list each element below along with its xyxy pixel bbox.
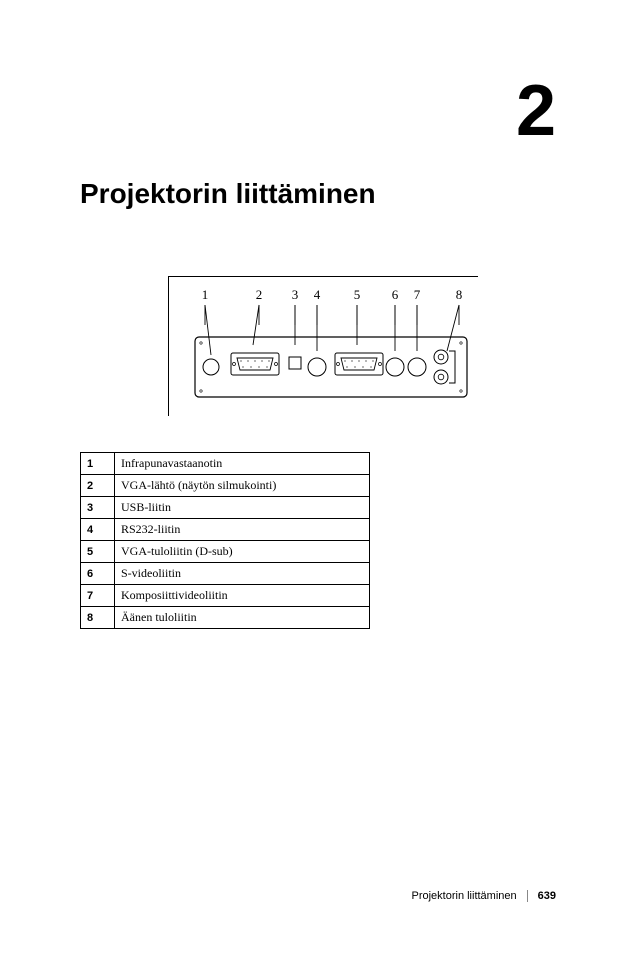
footer-page-number: 639 xyxy=(538,890,556,902)
legend-number: 6 xyxy=(81,563,115,585)
legend-text: Komposiittivideoliitin xyxy=(115,585,370,607)
legend-text: S-videoliitin xyxy=(115,563,370,585)
svg-text:8: 8 xyxy=(456,287,463,302)
legend-text: Äänen tuloliitin xyxy=(115,607,370,629)
legend-number: 1 xyxy=(81,453,115,475)
legend-text: VGA-lähtö (näytön silmukointi) xyxy=(115,475,370,497)
svg-text:6: 6 xyxy=(392,287,399,302)
footer-divider xyxy=(527,890,528,902)
table-row: 2VGA-lähtö (näytön silmukointi) xyxy=(81,475,370,497)
table-row: 4RS232-liitin xyxy=(81,519,370,541)
svg-text:7: 7 xyxy=(414,287,421,302)
legend-number: 7 xyxy=(81,585,115,607)
legend-number: 5 xyxy=(81,541,115,563)
footer-section: Projektorin liittäminen xyxy=(411,890,516,902)
connector-diagram: 1 2 34 5 67 8 xyxy=(168,276,478,416)
table-row: 3USB-liitin xyxy=(81,497,370,519)
legend-number: 8 xyxy=(81,607,115,629)
table-row: 5VGA-tuloliitin (D-sub) xyxy=(81,541,370,563)
legend-number: 2 xyxy=(81,475,115,497)
connector-panel-svg: 1 2 34 5 67 8 xyxy=(177,285,477,413)
page-title: Projektorin liittäminen xyxy=(80,178,376,210)
legend-text: USB-liitin xyxy=(115,497,370,519)
chapter-number: 2 xyxy=(516,70,554,152)
svg-text:5: 5 xyxy=(354,287,361,302)
table-row: 1Infrapunavastaanotin xyxy=(81,453,370,475)
svg-text:4: 4 xyxy=(314,287,321,302)
svg-text:3: 3 xyxy=(292,287,299,302)
table-row: 7Komposiittivideoliitin xyxy=(81,585,370,607)
page-footer: Projektorin liittäminen 639 xyxy=(411,890,556,902)
legend-text: Infrapunavastaanotin xyxy=(115,453,370,475)
legend-table: 1Infrapunavastaanotin2VGA-lähtö (näytön … xyxy=(80,452,370,629)
legend-number: 4 xyxy=(81,519,115,541)
legend-text: VGA-tuloliitin (D-sub) xyxy=(115,541,370,563)
table-row: 6S-videoliitin xyxy=(81,563,370,585)
legend-text: RS232-liitin xyxy=(115,519,370,541)
svg-text:2: 2 xyxy=(256,287,263,302)
table-row: 8Äänen tuloliitin xyxy=(81,607,370,629)
svg-text:1: 1 xyxy=(202,287,209,302)
legend-number: 3 xyxy=(81,497,115,519)
